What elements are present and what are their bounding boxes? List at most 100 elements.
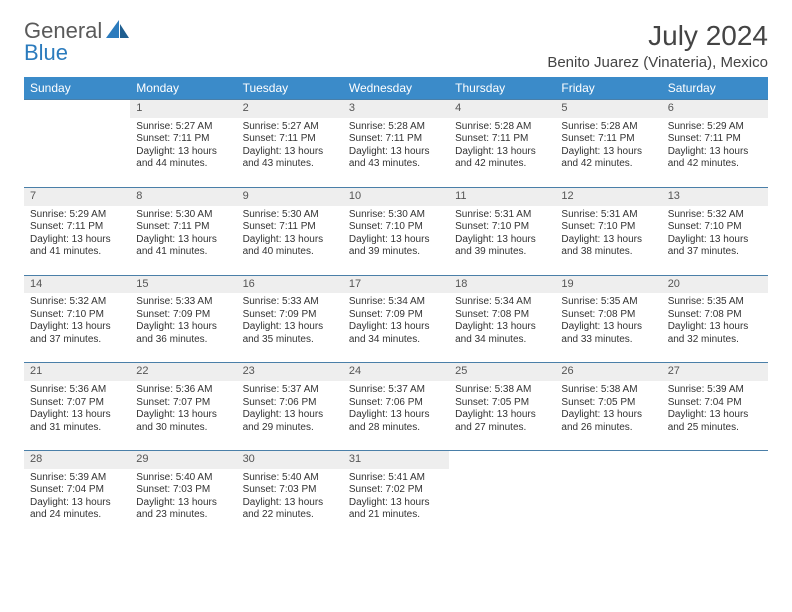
day-detail-cell: Sunrise: 5:34 AMSunset: 7:09 PMDaylight:… <box>343 293 449 363</box>
day-detail-cell: Sunrise: 5:35 AMSunset: 7:08 PMDaylight:… <box>662 293 768 363</box>
sunset-text: Sunset: 7:07 PM <box>136 397 230 410</box>
sunrise-text: Sunrise: 5:27 AM <box>243 121 337 134</box>
day-detail-cell: Sunrise: 5:31 AMSunset: 7:10 PMDaylight:… <box>555 206 661 276</box>
day-number: 13 <box>668 190 680 202</box>
sunset-text: Sunset: 7:08 PM <box>561 309 655 322</box>
day-number-cell: 29 <box>130 451 236 469</box>
daylight-text: Daylight: 13 hours <box>243 409 337 422</box>
day-number-cell: 28 <box>24 451 130 469</box>
weekday-header: Sunday <box>24 77 130 100</box>
sunrise-text: Sunrise: 5:39 AM <box>30 472 124 485</box>
weekday-header-row: Sunday Monday Tuesday Wednesday Thursday… <box>24 77 768 100</box>
daylight-text: Daylight: 13 hours <box>349 234 443 247</box>
day-number-cell: 11 <box>449 187 555 205</box>
daylight-text: Daylight: 13 hours <box>243 146 337 159</box>
day-number: 27 <box>668 365 680 377</box>
sunset-text: Sunset: 7:08 PM <box>668 309 762 322</box>
day-number-cell <box>449 451 555 469</box>
sunrise-text: Sunrise: 5:31 AM <box>455 209 549 222</box>
day-number-cell: 19 <box>555 275 661 293</box>
day-number-cell: 21 <box>24 363 130 381</box>
day-number: 18 <box>455 278 467 290</box>
day-number: 22 <box>136 365 148 377</box>
day-detail-cell: Sunrise: 5:36 AMSunset: 7:07 PMDaylight:… <box>130 381 236 451</box>
daylight-text: and 42 minutes. <box>561 158 655 171</box>
sunrise-text: Sunrise: 5:27 AM <box>136 121 230 134</box>
daylight-text: and 26 minutes. <box>561 422 655 435</box>
daylight-text: Daylight: 13 hours <box>136 146 230 159</box>
sunrise-text: Sunrise: 5:31 AM <box>561 209 655 222</box>
weekday-header: Saturday <box>662 77 768 100</box>
sunrise-text: Sunrise: 5:36 AM <box>136 384 230 397</box>
sunset-text: Sunset: 7:09 PM <box>136 309 230 322</box>
day-number-cell: 18 <box>449 275 555 293</box>
sunset-text: Sunset: 7:02 PM <box>349 484 443 497</box>
sunrise-text: Sunrise: 5:41 AM <box>349 472 443 485</box>
daylight-text: Daylight: 13 hours <box>349 409 443 422</box>
sunset-text: Sunset: 7:11 PM <box>243 221 337 234</box>
daylight-text: Daylight: 13 hours <box>561 146 655 159</box>
day-number-cell <box>24 100 130 118</box>
daylight-text: and 39 minutes. <box>455 246 549 259</box>
day-number: 17 <box>349 278 361 290</box>
daylight-text: Daylight: 13 hours <box>243 497 337 510</box>
day-detail-cell: Sunrise: 5:30 AMSunset: 7:10 PMDaylight:… <box>343 206 449 276</box>
day-number-cell: 9 <box>237 187 343 205</box>
daylight-text: Daylight: 13 hours <box>561 321 655 334</box>
day-number-cell: 6 <box>662 100 768 118</box>
daylight-text: Daylight: 13 hours <box>668 146 762 159</box>
sunset-text: Sunset: 7:11 PM <box>136 221 230 234</box>
day-number-cell: 8 <box>130 187 236 205</box>
day-number: 12 <box>561 190 573 202</box>
sunset-text: Sunset: 7:05 PM <box>455 397 549 410</box>
daylight-text: and 35 minutes. <box>243 334 337 347</box>
daylight-text: and 30 minutes. <box>136 422 230 435</box>
day-number-cell: 27 <box>662 363 768 381</box>
day-number-cell: 3 <box>343 100 449 118</box>
day-detail-cell: Sunrise: 5:41 AMSunset: 7:02 PMDaylight:… <box>343 469 449 538</box>
day-number: 26 <box>561 365 573 377</box>
day-number-cell: 26 <box>555 363 661 381</box>
sunrise-text: Sunrise: 5:30 AM <box>349 209 443 222</box>
header: General Blue July 2024 Benito Juarez (Vi… <box>24 20 768 71</box>
daylight-text: Daylight: 13 hours <box>136 409 230 422</box>
sunrise-text: Sunrise: 5:33 AM <box>136 296 230 309</box>
daylight-text: and 42 minutes. <box>668 158 762 171</box>
day-detail-cell: Sunrise: 5:32 AMSunset: 7:10 PMDaylight:… <box>662 206 768 276</box>
calendar-table: Sunday Monday Tuesday Wednesday Thursday… <box>24 77 768 538</box>
day-number-cell: 12 <box>555 187 661 205</box>
sunrise-text: Sunrise: 5:32 AM <box>668 209 762 222</box>
day-number-cell: 17 <box>343 275 449 293</box>
logo: General Blue <box>24 20 130 64</box>
sunrise-text: Sunrise: 5:28 AM <box>349 121 443 134</box>
sunset-text: Sunset: 7:09 PM <box>243 309 337 322</box>
sunset-text: Sunset: 7:10 PM <box>349 221 443 234</box>
daylight-text: and 41 minutes. <box>136 246 230 259</box>
day-detail-cell: Sunrise: 5:28 AMSunset: 7:11 PMDaylight:… <box>555 118 661 188</box>
day-detail-row: Sunrise: 5:27 AMSunset: 7:11 PMDaylight:… <box>24 118 768 188</box>
day-number: 2 <box>243 102 249 114</box>
daylight-text: Daylight: 13 hours <box>30 497 124 510</box>
daylight-text: Daylight: 13 hours <box>136 321 230 334</box>
day-detail-cell <box>24 118 130 188</box>
sunrise-text: Sunrise: 5:30 AM <box>136 209 230 222</box>
sunrise-text: Sunrise: 5:32 AM <box>30 296 124 309</box>
day-number: 3 <box>349 102 355 114</box>
sunset-text: Sunset: 7:11 PM <box>30 221 124 234</box>
daylight-text: and 29 minutes. <box>243 422 337 435</box>
day-detail-cell: Sunrise: 5:39 AMSunset: 7:04 PMDaylight:… <box>662 381 768 451</box>
day-number-cell <box>555 451 661 469</box>
day-number: 16 <box>243 278 255 290</box>
day-number-cell: 15 <box>130 275 236 293</box>
day-number-cell: 20 <box>662 275 768 293</box>
daylight-text: and 34 minutes. <box>455 334 549 347</box>
daylight-text: and 38 minutes. <box>561 246 655 259</box>
daylight-text: and 32 minutes. <box>668 334 762 347</box>
day-number: 5 <box>561 102 567 114</box>
sunrise-text: Sunrise: 5:37 AM <box>349 384 443 397</box>
daylight-text: Daylight: 13 hours <box>455 234 549 247</box>
day-number: 29 <box>136 453 148 465</box>
day-detail-cell: Sunrise: 5:34 AMSunset: 7:08 PMDaylight:… <box>449 293 555 363</box>
day-number: 25 <box>455 365 467 377</box>
daylight-text: Daylight: 13 hours <box>349 497 443 510</box>
